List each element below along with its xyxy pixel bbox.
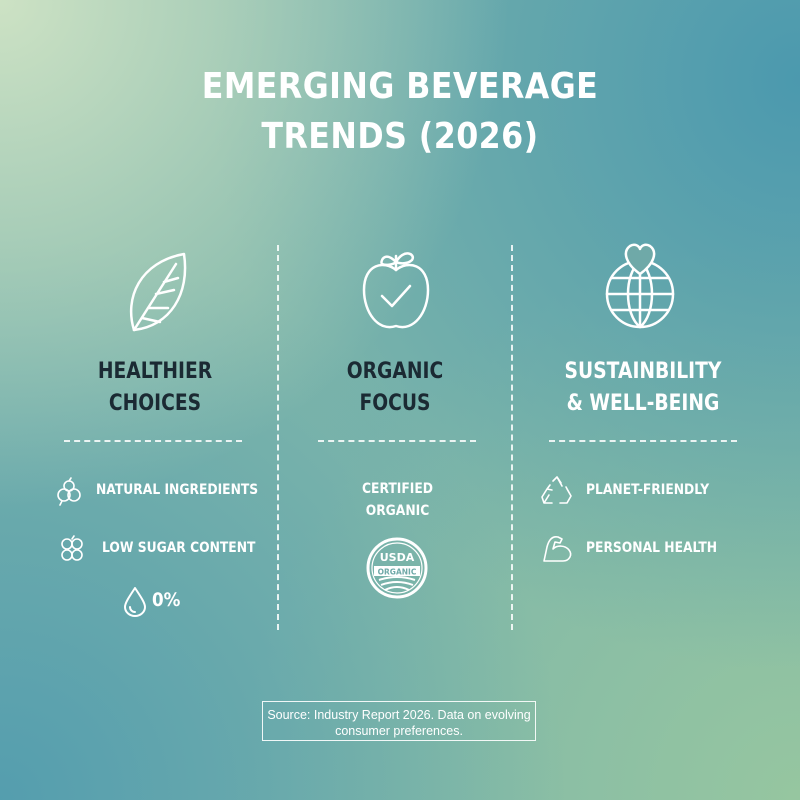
heading-line: FOCUS (359, 391, 431, 416)
stat: 0% (152, 589, 181, 611)
separator (318, 440, 476, 442)
item-label: NATURAL INGREDIENTS (96, 482, 259, 498)
badge-text: USDA (380, 551, 415, 564)
globe-heart-icon (605, 243, 675, 329)
source-note: Source: Industry Report 2026. Data on ev… (262, 701, 536, 741)
drop-icon (124, 587, 146, 617)
heading-line: & WELL-BEING (566, 391, 720, 416)
title-line: TRENDS (2026) (261, 116, 539, 157)
usda-badge: USDA ORGANIC (366, 537, 428, 599)
divider (511, 245, 513, 630)
heading-line: SUSTAINBILITY (564, 359, 722, 384)
heading-line: ORGANIC (346, 359, 444, 384)
item-label: PLANET-FRIENDLY (586, 482, 710, 498)
grapes-icon (61, 535, 83, 561)
heading-line: HEALTHIER (97, 359, 213, 384)
separator (64, 440, 242, 442)
heading-line: CHOICES (108, 391, 202, 416)
divider (277, 245, 279, 630)
muscle-icon (543, 536, 572, 562)
title: EMERGING BEVERAGE TRENDS (2026) (0, 62, 800, 162)
column-heading: SUSTAINBILITY & WELL-BEING (523, 356, 763, 420)
leaf-icon (129, 252, 187, 332)
badge-text: ORGANIC (378, 568, 417, 577)
berries-icon (57, 477, 81, 506)
separator (549, 440, 737, 442)
apple-icon (362, 252, 430, 329)
column-heading: ORGANIC FOCUS (275, 356, 515, 420)
item-label: PERSONAL HEALTH (586, 540, 718, 556)
title-line: EMERGING BEVERAGE (201, 66, 599, 107)
recycle-icon (541, 476, 572, 504)
item-text: CERTIFIED ORGANIC (361, 481, 434, 519)
item-label: LOW SUGAR CONTENT (102, 540, 256, 556)
item-label: CERTIFIED ORGANIC (330, 478, 465, 522)
column-heading: HEALTHIER CHOICES (35, 356, 275, 420)
